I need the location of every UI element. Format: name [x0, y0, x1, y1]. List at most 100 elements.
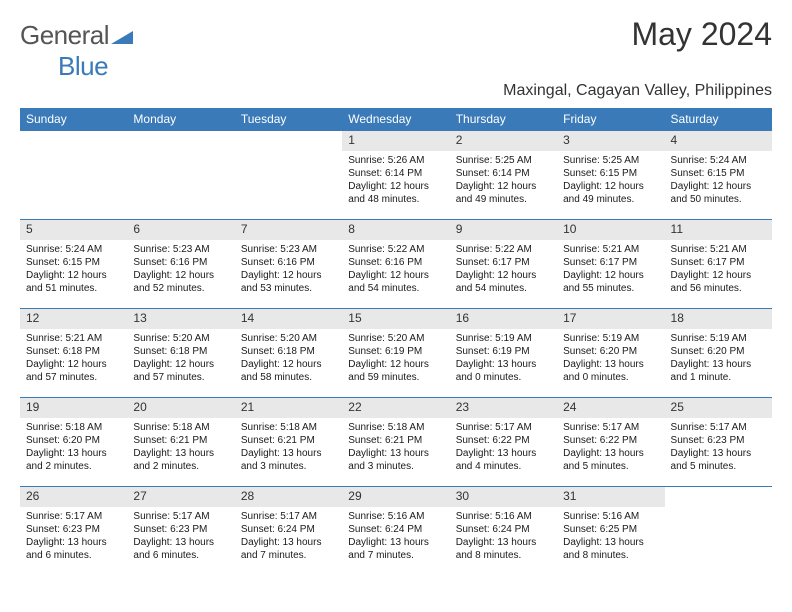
day-header: Saturday: [665, 108, 772, 130]
day-cell: 12Sunrise: 5:21 AMSunset: 6:18 PMDayligh…: [20, 309, 127, 397]
day-cell: 11Sunrise: 5:21 AMSunset: 6:17 PMDayligh…: [665, 220, 772, 308]
day-details: Sunrise: 5:22 AMSunset: 6:16 PMDaylight:…: [342, 240, 449, 301]
sunrise-text: Sunrise: 5:16 AM: [456, 510, 551, 523]
day-number: 17: [557, 309, 664, 329]
day-number: 31: [557, 487, 664, 507]
day-cell: 3Sunrise: 5:25 AMSunset: 6:15 PMDaylight…: [557, 131, 664, 219]
daylight-text: Daylight: 13 hours: [348, 536, 443, 549]
sunrise-text: Sunrise: 5:23 AM: [133, 243, 228, 256]
brand-logo: GeneralBlue: [20, 20, 133, 82]
day-number: 2: [450, 131, 557, 151]
day-header: Thursday: [450, 108, 557, 130]
location-subtitle: Maxingal, Cagayan Valley, Philippines: [20, 82, 772, 100]
day-cell: 22Sunrise: 5:18 AMSunset: 6:21 PMDayligh…: [342, 398, 449, 486]
sunrise-text: Sunrise: 5:18 AM: [348, 421, 443, 434]
day-details: Sunrise: 5:24 AMSunset: 6:15 PMDaylight:…: [665, 151, 772, 212]
sunset-text: Sunset: 6:15 PM: [671, 167, 766, 180]
sunset-text: Sunset: 6:24 PM: [348, 523, 443, 536]
sunset-text: Sunset: 6:16 PM: [241, 256, 336, 269]
sunset-text: Sunset: 6:18 PM: [241, 345, 336, 358]
sunrise-text: Sunrise: 5:24 AM: [26, 243, 121, 256]
day-details: Sunrise: 5:22 AMSunset: 6:17 PMDaylight:…: [450, 240, 557, 301]
sunrise-text: Sunrise: 5:24 AM: [671, 154, 766, 167]
daylight-text: Daylight: 12 hours: [348, 269, 443, 282]
day-details: Sunrise: 5:18 AMSunset: 6:21 PMDaylight:…: [127, 418, 234, 479]
day-cell: 21Sunrise: 5:18 AMSunset: 6:21 PMDayligh…: [235, 398, 342, 486]
sunrise-text: Sunrise: 5:20 AM: [133, 332, 228, 345]
day-details: Sunrise: 5:18 AMSunset: 6:21 PMDaylight:…: [235, 418, 342, 479]
daylight-text: Daylight: 12 hours: [133, 269, 228, 282]
daylight-text: and 6 minutes.: [133, 549, 228, 562]
day-cell: 20Sunrise: 5:18 AMSunset: 6:21 PMDayligh…: [127, 398, 234, 486]
sunrise-text: Sunrise: 5:23 AM: [241, 243, 336, 256]
daylight-text: and 2 minutes.: [26, 460, 121, 473]
sunrise-text: Sunrise: 5:19 AM: [456, 332, 551, 345]
daylight-text: Daylight: 13 hours: [456, 358, 551, 371]
sunset-text: Sunset: 6:21 PM: [241, 434, 336, 447]
day-details: Sunrise: 5:17 AMSunset: 6:23 PMDaylight:…: [127, 507, 234, 568]
sunset-text: Sunset: 6:19 PM: [348, 345, 443, 358]
day-number: 14: [235, 309, 342, 329]
brand-part1: General: [20, 20, 109, 50]
day-details: Sunrise: 5:19 AMSunset: 6:20 PMDaylight:…: [557, 329, 664, 390]
daylight-text: and 48 minutes.: [348, 193, 443, 206]
daylight-text: Daylight: 13 hours: [671, 358, 766, 371]
day-details: Sunrise: 5:26 AMSunset: 6:14 PMDaylight:…: [342, 151, 449, 212]
day-details: Sunrise: 5:19 AMSunset: 6:19 PMDaylight:…: [450, 329, 557, 390]
brand-part2: Blue: [58, 51, 108, 81]
sunset-text: Sunset: 6:17 PM: [671, 256, 766, 269]
daylight-text: Daylight: 12 hours: [671, 180, 766, 193]
day-cell: 23Sunrise: 5:17 AMSunset: 6:22 PMDayligh…: [450, 398, 557, 486]
sunset-text: Sunset: 6:23 PM: [671, 434, 766, 447]
day-cell: 24Sunrise: 5:17 AMSunset: 6:22 PMDayligh…: [557, 398, 664, 486]
daylight-text: Daylight: 12 hours: [671, 269, 766, 282]
empty-cell: [20, 131, 127, 219]
sunset-text: Sunset: 6:17 PM: [456, 256, 551, 269]
day-details: Sunrise: 5:17 AMSunset: 6:23 PMDaylight:…: [665, 418, 772, 479]
empty-cell: [665, 487, 772, 575]
header: GeneralBlue May 2024: [20, 16, 772, 82]
daylight-text: and 55 minutes.: [563, 282, 658, 295]
day-number: 9: [450, 220, 557, 240]
daylight-text: Daylight: 13 hours: [563, 536, 658, 549]
week-row: 1Sunrise: 5:26 AMSunset: 6:14 PMDaylight…: [20, 130, 772, 219]
day-details: Sunrise: 5:17 AMSunset: 6:24 PMDaylight:…: [235, 507, 342, 568]
day-details: Sunrise: 5:18 AMSunset: 6:21 PMDaylight:…: [342, 418, 449, 479]
daylight-text: and 54 minutes.: [456, 282, 551, 295]
sunset-text: Sunset: 6:15 PM: [26, 256, 121, 269]
daylight-text: and 8 minutes.: [563, 549, 658, 562]
day-cell: 27Sunrise: 5:17 AMSunset: 6:23 PMDayligh…: [127, 487, 234, 575]
daylight-text: Daylight: 12 hours: [133, 358, 228, 371]
day-cell: 30Sunrise: 5:16 AMSunset: 6:24 PMDayligh…: [450, 487, 557, 575]
sunset-text: Sunset: 6:18 PM: [133, 345, 228, 358]
daylight-text: and 57 minutes.: [26, 371, 121, 384]
daylight-text: and 49 minutes.: [563, 193, 658, 206]
daylight-text: and 49 minutes.: [456, 193, 551, 206]
day-cell: 4Sunrise: 5:24 AMSunset: 6:15 PMDaylight…: [665, 131, 772, 219]
day-number: 28: [235, 487, 342, 507]
sunrise-text: Sunrise: 5:26 AM: [348, 154, 443, 167]
day-cell: 10Sunrise: 5:21 AMSunset: 6:17 PMDayligh…: [557, 220, 664, 308]
daylight-text: and 5 minutes.: [671, 460, 766, 473]
sunrise-text: Sunrise: 5:21 AM: [563, 243, 658, 256]
sunset-text: Sunset: 6:14 PM: [456, 167, 551, 180]
daylight-text: and 7 minutes.: [348, 549, 443, 562]
daylight-text: and 56 minutes.: [671, 282, 766, 295]
day-number: 24: [557, 398, 664, 418]
day-details: Sunrise: 5:20 AMSunset: 6:18 PMDaylight:…: [235, 329, 342, 390]
sunset-text: Sunset: 6:18 PM: [26, 345, 121, 358]
day-cell: 18Sunrise: 5:19 AMSunset: 6:20 PMDayligh…: [665, 309, 772, 397]
day-number: 6: [127, 220, 234, 240]
daylight-text: Daylight: 12 hours: [241, 358, 336, 371]
sunset-text: Sunset: 6:22 PM: [563, 434, 658, 447]
day-number: 13: [127, 309, 234, 329]
day-number: 1: [342, 131, 449, 151]
sunrise-text: Sunrise: 5:20 AM: [348, 332, 443, 345]
daylight-text: Daylight: 12 hours: [26, 269, 121, 282]
daylight-text: Daylight: 13 hours: [563, 447, 658, 460]
sunset-text: Sunset: 6:14 PM: [348, 167, 443, 180]
day-details: Sunrise: 5:16 AMSunset: 6:25 PMDaylight:…: [557, 507, 664, 568]
sunset-text: Sunset: 6:22 PM: [456, 434, 551, 447]
day-header: Monday: [127, 108, 234, 130]
calendar: SundayMondayTuesdayWednesdayThursdayFrid…: [20, 108, 772, 575]
